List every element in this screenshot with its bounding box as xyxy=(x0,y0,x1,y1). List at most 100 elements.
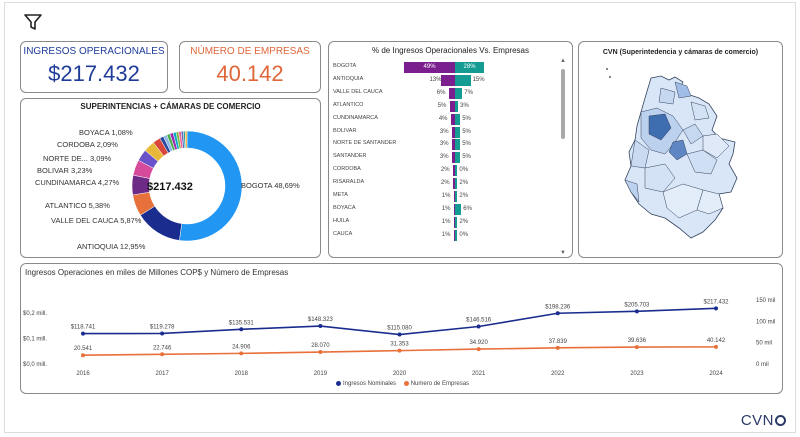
bar-ingresos[interactable] xyxy=(451,126,455,138)
line-point[interactable] xyxy=(239,351,244,356)
line-point[interactable] xyxy=(160,352,165,357)
bar-empresas-label: 2% xyxy=(459,180,469,187)
line-point[interactable] xyxy=(476,324,481,329)
right-axis-tick: 100 mil xyxy=(756,319,775,325)
bar-empresas[interactable] xyxy=(455,203,462,215)
bar-empresas[interactable] xyxy=(455,126,461,138)
bar-category-label: CUNDINAMARCA xyxy=(333,114,378,121)
bar-empresas[interactable] xyxy=(455,165,458,177)
x-axis-tick: 2023 xyxy=(630,371,644,377)
bar-ingresos[interactable] xyxy=(453,203,455,215)
donut-slice-0[interactable] xyxy=(179,130,243,242)
scroll-thumb[interactable] xyxy=(561,69,565,139)
line-point[interactable] xyxy=(239,327,244,332)
bar-empresas[interactable] xyxy=(455,87,463,99)
right-axis-tick: 150 mil xyxy=(756,298,775,304)
bar-ingresos[interactable] xyxy=(452,165,455,177)
bar-row[interactable]: HUILA 1% 2% xyxy=(333,216,499,228)
bar-empresas-label: 15% xyxy=(472,76,485,83)
line-point[interactable] xyxy=(318,350,323,355)
bar-ingresos[interactable] xyxy=(453,216,455,228)
line-point[interactable] xyxy=(634,309,639,314)
line-data-label: $118.741 xyxy=(71,325,96,331)
bar-empresas[interactable] xyxy=(455,152,461,164)
filter-icon[interactable] xyxy=(22,11,44,33)
bar-row[interactable]: BOLIVAR 3% 5% xyxy=(333,126,499,138)
scroll-up-icon[interactable]: ▲ xyxy=(560,58,566,64)
donut-label-norte: NORTE DE... 3,09% xyxy=(43,154,112,163)
donut-label-cundinamarca: CUNDINAMARCA 4,27% xyxy=(35,178,120,187)
bar-empresas[interactable] xyxy=(455,62,485,73)
cvn-logo: CVN xyxy=(741,412,786,429)
bar-row[interactable]: VALLE DEL CAUCA 6% 7% xyxy=(333,87,499,99)
bar-empresas-label: 5% xyxy=(462,115,471,122)
bar-category-label: HUILA xyxy=(333,217,350,224)
line-point[interactable] xyxy=(555,345,560,350)
line-point[interactable] xyxy=(714,306,718,311)
donut-chart xyxy=(131,130,243,242)
bar-ingresos[interactable] xyxy=(404,62,455,73)
line-point[interactable] xyxy=(160,331,165,336)
bar-row[interactable]: RISARALDA 2% 2% xyxy=(333,178,499,190)
line-point[interactable] xyxy=(81,331,85,336)
line-data-label: 22.746 xyxy=(153,345,172,351)
line-data-label: $146.516 xyxy=(466,317,492,323)
bar-row[interactable]: ATLANTICO 5% 3% xyxy=(333,100,499,112)
donut-label-antioquia: ANTIOQUIA 12,95% xyxy=(77,242,146,251)
bar-category-label: SANTANDER xyxy=(333,153,367,160)
bar-row[interactable]: NORTE DE SANTANDER 3% 5% xyxy=(333,139,499,151)
bar-empresas[interactable] xyxy=(455,216,458,228)
bar-empresas[interactable] xyxy=(455,139,461,151)
line-point[interactable] xyxy=(714,344,718,349)
bar-ingresos[interactable] xyxy=(453,191,455,202)
bar-empresas[interactable] xyxy=(455,229,458,241)
line-point[interactable] xyxy=(397,348,402,353)
bar-row[interactable]: CAUCA 1% 0% xyxy=(333,229,499,241)
line-point[interactable] xyxy=(555,311,560,316)
bar-row[interactable]: BOGOTA 49% 28% xyxy=(333,62,499,73)
bar-row[interactable]: SANTANDER 3% 5% xyxy=(333,152,499,164)
bar-ingresos[interactable] xyxy=(451,139,455,151)
bar-empresas[interactable] xyxy=(455,113,461,125)
line-point[interactable] xyxy=(81,353,85,358)
right-axis-tick: 50 mil xyxy=(756,341,772,347)
bar-ingresos[interactable] xyxy=(452,178,455,190)
kpi-card-empresas: NÚMERO DE EMPRESAS 40.142 xyxy=(179,41,321,93)
bar-ingresos[interactable] xyxy=(451,152,455,164)
bar-row[interactable]: BOYACA 1% 6% xyxy=(333,203,499,215)
bar-ingresos[interactable] xyxy=(453,229,455,241)
line-point[interactable] xyxy=(476,347,481,352)
bar-empresas[interactable] xyxy=(455,100,459,112)
bar-empresas[interactable] xyxy=(455,74,471,86)
bar-scrollbar[interactable]: ▲ ▼ xyxy=(560,58,566,256)
bar-row[interactable]: META 1% 2% xyxy=(333,191,499,202)
line-point[interactable] xyxy=(634,345,639,350)
bar-empresas[interactable] xyxy=(455,191,458,202)
bar-empresas-label: 5% xyxy=(462,128,471,135)
x-axis-tick: 2024 xyxy=(709,371,723,377)
bar-ingresos[interactable] xyxy=(449,100,455,112)
bar-ingresos-label: 3% xyxy=(439,128,449,135)
bar-ingresos[interactable] xyxy=(448,87,455,99)
line-data-label: $135.531 xyxy=(229,320,255,326)
scroll-down-icon[interactable]: ▼ xyxy=(560,250,566,256)
bar-ingresos[interactable] xyxy=(450,113,455,125)
bar-row[interactable]: CORDOBA 2% 0% xyxy=(333,165,499,177)
line-point[interactable] xyxy=(397,332,402,337)
bar-row[interactable]: CUNDINAMARCA 4% 5% xyxy=(333,113,499,125)
bar-category-label: NORTE DE SANTANDER xyxy=(333,140,397,147)
x-axis-tick: 2018 xyxy=(235,371,249,377)
bar-ingresos[interactable] xyxy=(441,74,455,86)
line-point[interactable] xyxy=(318,324,323,329)
colombia-map[interactable] xyxy=(579,42,783,258)
left-axis-tick: $0,1 mill. xyxy=(23,336,47,342)
bar-ingresos-label: 1% xyxy=(441,218,451,225)
line-data-label: $115.080 xyxy=(387,326,412,332)
line-data-label: 34.920 xyxy=(469,340,488,346)
donut-slice-17[interactable] xyxy=(184,130,188,149)
legend-ingresos: Ingresos Nominales xyxy=(343,381,397,388)
bar-row[interactable]: ANTIOQUIA 13% 15% xyxy=(333,74,499,86)
line-data-label: 31.353 xyxy=(390,342,409,348)
bar-empresas[interactable] xyxy=(455,178,458,190)
legend-empresas-dot xyxy=(403,381,409,386)
